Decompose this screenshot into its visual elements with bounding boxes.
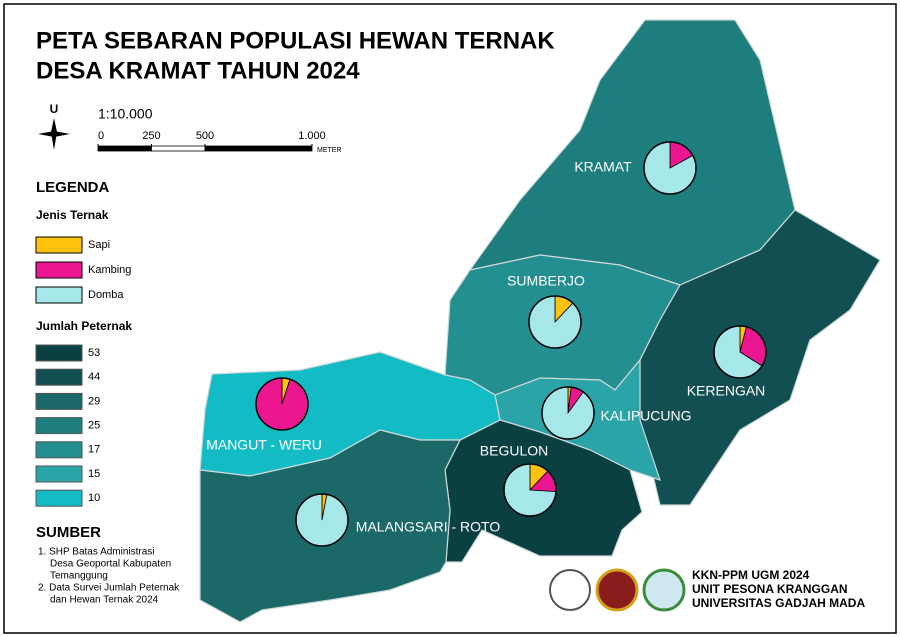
footer-line: KKN-PPM UGM 2024 bbox=[692, 568, 810, 582]
title-line: DESA KRAMAT TAHUN 2024 bbox=[36, 57, 360, 84]
region-label: KALIPUCUNG bbox=[600, 408, 691, 424]
north-arrow: U bbox=[38, 102, 70, 150]
pie-outline bbox=[255, 377, 309, 431]
pie-outline bbox=[713, 325, 767, 379]
legend-label: 29 bbox=[88, 395, 100, 407]
legend-label: Kambing bbox=[88, 264, 131, 276]
legend-label: 17 bbox=[88, 444, 100, 456]
pie-outline bbox=[503, 463, 557, 517]
legend-swatch bbox=[35, 344, 83, 362]
region-label: SUMBERJO bbox=[507, 273, 585, 289]
north-label: U bbox=[50, 102, 59, 116]
pie-outline bbox=[295, 493, 349, 547]
legend-label: 10 bbox=[88, 492, 100, 504]
legend-label: 25 bbox=[88, 420, 100, 432]
legend-label: 44 bbox=[88, 371, 100, 383]
legend-subtitle: Jumlah Peternak bbox=[36, 319, 132, 333]
scale-segment bbox=[97, 145, 152, 152]
region-label: KERENGAN bbox=[687, 383, 766, 399]
sources-title: SUMBER bbox=[36, 524, 101, 541]
legend-swatch bbox=[35, 441, 83, 459]
scale-unit: METER bbox=[317, 147, 342, 154]
logo bbox=[595, 568, 639, 612]
source-line: Desa Geoportal Kabupaten bbox=[50, 559, 171, 570]
legend: Sapi Kambing Domba 53 44 29 25 17 15 10 bbox=[35, 236, 131, 507]
legend-subtitle: Jenis Ternak bbox=[36, 208, 109, 222]
region-label: MALANGSARI - ROTO bbox=[356, 519, 501, 535]
scale-tick-label: 0 bbox=[98, 130, 104, 142]
legend-label: 15 bbox=[88, 468, 100, 480]
legend-swatch bbox=[35, 368, 83, 386]
region-label: KRAMAT bbox=[574, 159, 632, 175]
compass bbox=[38, 118, 70, 150]
legend-label: Domba bbox=[88, 289, 124, 301]
scale-tick-label: 1.000 bbox=[298, 130, 326, 142]
pie-outline bbox=[541, 386, 595, 440]
scale-segment bbox=[151, 145, 206, 152]
scale-segment bbox=[204, 145, 313, 152]
legend-label: Sapi bbox=[88, 239, 110, 251]
legend-swatch bbox=[35, 489, 83, 507]
source-line: 1. SHP Batas Administrasi bbox=[38, 547, 155, 558]
logos bbox=[549, 568, 686, 612]
legend-swatch bbox=[35, 392, 83, 410]
title-line: PETA SEBARAN POPULASI HEWAN TERNAK bbox=[36, 27, 555, 54]
region-label: BEGULON bbox=[480, 443, 548, 459]
legend-swatch bbox=[35, 261, 83, 279]
legend-title: LEGENDA bbox=[36, 179, 110, 196]
source-line: Temanggung bbox=[50, 571, 108, 582]
logo bbox=[549, 569, 591, 611]
legend-swatch bbox=[35, 236, 83, 254]
region-label: MANGUT - WERU bbox=[206, 437, 322, 453]
pie-outline bbox=[528, 295, 582, 349]
legend-swatch bbox=[35, 286, 83, 304]
scale-bar: 0 250 500 1.000 METER bbox=[97, 130, 342, 154]
footer-line: UNIVERSITAS GADJAH MADA bbox=[692, 596, 865, 610]
scale-tick-label: 250 bbox=[142, 130, 160, 142]
legend-swatch bbox=[35, 465, 83, 483]
source-line: dan Hewan Ternak 2024 bbox=[50, 595, 159, 606]
source-line: 2. Data Survei Jumlah Peternak bbox=[38, 583, 180, 594]
logo bbox=[642, 568, 686, 612]
regions: KRAMAT SUMBERJO KERENGAN KALIPUCUNG BEGULON M… bbox=[199, 19, 881, 623]
scale-label: 1:10.000 bbox=[98, 106, 153, 122]
pie-outline bbox=[643, 141, 697, 195]
legend-swatch bbox=[35, 417, 83, 435]
scale-tick-label: 500 bbox=[196, 130, 214, 142]
footer-line: UNIT PESONA KRANGGAN bbox=[692, 582, 848, 596]
legend-label: 53 bbox=[88, 347, 100, 359]
